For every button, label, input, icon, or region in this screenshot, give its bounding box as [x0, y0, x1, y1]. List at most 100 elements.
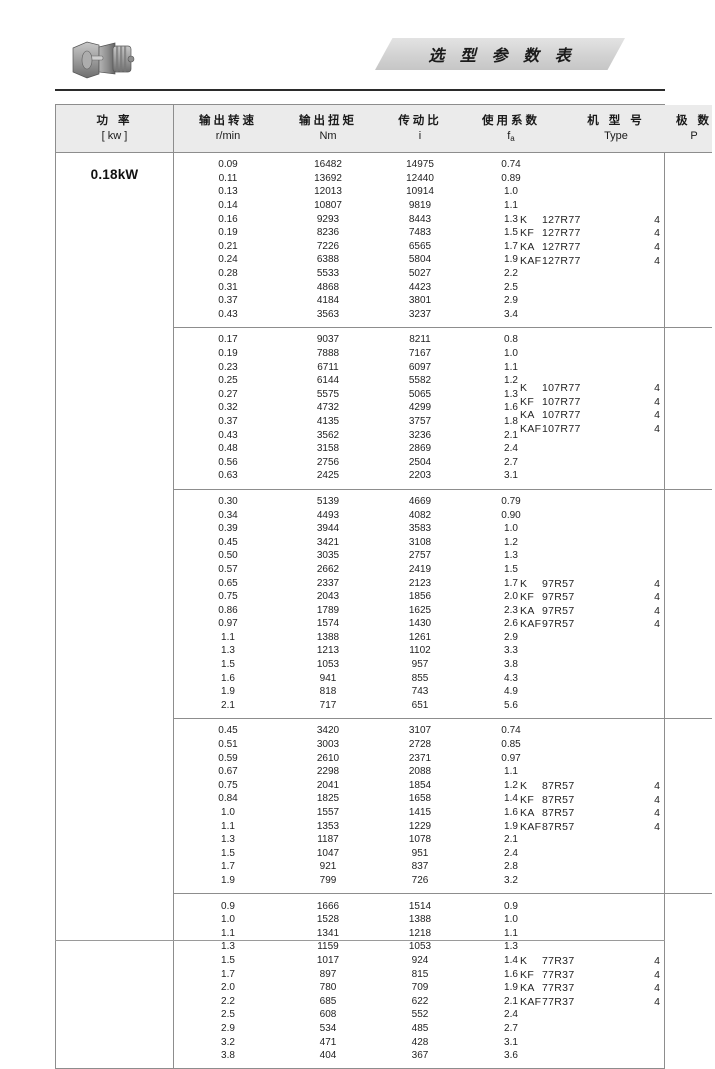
cell-service-factor: 1.1 [504, 927, 518, 939]
type-row: KA 127R77 4 [512, 240, 712, 254]
table-row: 0.63 2425 2203 3.1 [174, 469, 712, 483]
table-row: 1.0 1557 1415 1.6 [174, 806, 712, 820]
cell-output-torque: 8236 [316, 227, 340, 239]
cell-output-torque: 2043 [316, 591, 340, 603]
type-model: 127R77 [542, 240, 581, 253]
table-row: 0.37 4184 3801 2.9 [174, 294, 712, 308]
cell-service-factor: 3.2 [504, 874, 518, 886]
table-row: 1.6 941 855 4.3 [174, 671, 712, 685]
table-row: 2.5 608 552 2.4 [174, 1008, 712, 1022]
cell-ratio: 1078 [408, 834, 432, 846]
spec-block: 0.30 5139 4669 0.79 0.34 4493 4082 0.90 0.39 3944… [174, 490, 713, 720]
table-row: 1.3 1187 1078 2.1 [174, 833, 712, 847]
cell-service-factor: 1.6 [504, 402, 518, 414]
type-row: K 77R37 4 [512, 954, 712, 968]
cell-output-torque: 897 [319, 968, 337, 980]
cell-ratio: 1388 [408, 914, 432, 926]
cell-output-speed: 0.11 [218, 172, 238, 184]
table-row: 0.16 9293 8443 1.3 [174, 212, 712, 226]
type-group: K 107R77 4 KF 107R77 4 KA 107R77 4 KAF 107R77 4 [512, 381, 712, 435]
cell-service-factor: 0.90 [501, 509, 521, 521]
cell-output-torque: 1053 [316, 659, 340, 671]
cell-ratio: 726 [411, 874, 429, 886]
cell-ratio: 9819 [408, 200, 432, 212]
type-prefix: KAF [520, 820, 542, 833]
type-row: K 97R57 4 [512, 577, 712, 591]
table-row: 0.9 1666 1514 0.9 [174, 899, 712, 913]
cell-ratio: 485 [411, 1022, 429, 1034]
cell-ratio: 855 [411, 672, 429, 684]
header-factor-base: f [507, 130, 511, 143]
cell-output-speed: 0.39 [218, 523, 238, 535]
cell-service-factor: 1.6 [504, 807, 518, 819]
type-prefix: K [520, 779, 528, 792]
table-row: 0.19 7888 7167 1.0 [174, 347, 712, 361]
table-row: 1.1 1353 1229 1.9 [174, 819, 712, 833]
cell-ratio: 2419 [408, 563, 432, 575]
cell-service-factor: 0.89 [501, 172, 521, 184]
cell-ratio: 2728 [408, 739, 432, 751]
type-prefix: K [520, 382, 528, 394]
cell-output-torque: 2298 [316, 766, 340, 778]
cell-output-speed: 2.5 [221, 1009, 235, 1021]
type-prefix: KAF [520, 254, 542, 267]
cell-service-factor: 2.9 [504, 631, 518, 643]
table-row: 0.50 3035 2757 1.3 [174, 549, 712, 563]
cell-service-factor: 1.1 [504, 361, 518, 373]
cell-output-speed: 0.14 [218, 200, 238, 212]
cell-output-speed: 2.1 [221, 699, 235, 711]
cell-output-speed: 3.8 [221, 1050, 235, 1062]
type-row: KAF 127R77 4 [512, 254, 712, 268]
table-row: 0.45 3421 3108 1.2 [174, 535, 712, 549]
table-row: 1.3 1159 1053 1.3 [174, 940, 712, 954]
cell-poles: 4 [654, 591, 660, 604]
cell-output-torque: 5139 [316, 495, 340, 507]
cell-ratio: 10914 [406, 186, 434, 198]
table-row: 0.21 7226 6565 1.7 [174, 240, 712, 254]
cell-output-torque: 1017 [316, 954, 340, 966]
cell-service-factor: 1.0 [504, 523, 518, 535]
table-row: 0.84 1825 1658 1.4 [174, 792, 712, 806]
header-cell-power: 功 率 [ kw ] [56, 105, 173, 153]
cell-ratio: 1415 [408, 807, 432, 819]
type-model: 77R37 [542, 982, 575, 995]
type-row: KA 77R37 4 [512, 981, 712, 995]
table-row: 1.1 1388 1261 2.9 [174, 631, 712, 645]
footer-divider [55, 940, 665, 941]
cell-output-torque: 1388 [316, 631, 340, 643]
cell-ratio: 1658 [408, 793, 432, 805]
type-prefix: KF [520, 968, 535, 981]
cell-service-factor: 1.9 [504, 254, 518, 266]
cell-output-speed: 1.3 [221, 834, 235, 846]
cell-output-speed: 1.7 [221, 861, 235, 873]
cell-output-torque: 799 [319, 874, 337, 886]
table-row: 1.0 1528 1388 1.0 [174, 913, 712, 927]
header-ratio-cn: 传动比 [398, 112, 442, 127]
table-row: 0.57 2662 2419 1.5 [174, 563, 712, 577]
cell-output-torque: 1666 [316, 900, 340, 912]
type-group: K 127R77 4 KF 127R77 4 KA 127R77 4 KAF 127R77 4 [512, 213, 712, 267]
section-title-banner: 选 型 参 数 表 [375, 38, 625, 70]
type-row: K 127R77 4 [512, 213, 712, 227]
cell-poles: 4 [654, 995, 660, 1008]
table-row: 0.19 8236 7483 1.5 [174, 226, 712, 240]
cell-ratio: 5804 [408, 254, 432, 266]
cell-ratio: 1856 [408, 591, 432, 603]
cell-output-torque: 1047 [316, 847, 340, 859]
cell-ratio: 2203 [408, 470, 432, 482]
cell-output-torque: 4493 [316, 509, 340, 521]
cell-service-factor: 1.1 [504, 200, 518, 212]
type-model: 107R77 [542, 395, 581, 408]
type-model: 127R77 [542, 213, 581, 226]
type-prefix: K [520, 213, 528, 226]
type-model: 97R57 [542, 577, 575, 590]
table-row: 3.2 471 428 3.1 [174, 1035, 712, 1049]
type-prefix: KF [520, 227, 535, 240]
cell-ratio: 4669 [408, 495, 432, 507]
cell-output-torque: 16482 [314, 159, 342, 171]
cell-ratio: 2869 [408, 443, 432, 455]
type-row: KA 97R57 4 [512, 604, 712, 618]
power-column: 功 率 [ kw ] 0.18kW [56, 105, 174, 1069]
cell-output-speed: 0.84 [218, 793, 238, 805]
cell-output-speed: 0.28 [218, 268, 238, 280]
